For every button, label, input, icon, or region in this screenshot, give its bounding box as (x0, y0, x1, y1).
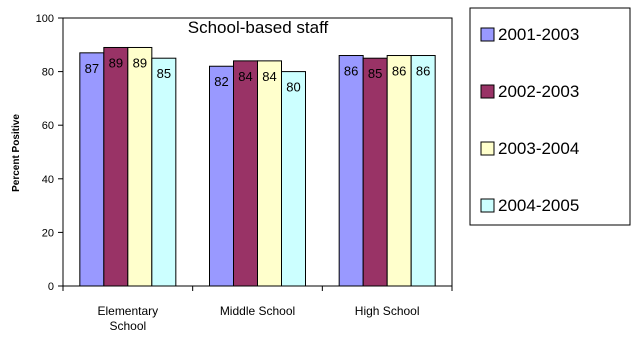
legend-box (469, 7, 631, 226)
bar (386, 55, 412, 287)
data-label: 89 (133, 55, 147, 70)
bar (79, 52, 105, 287)
bar (151, 57, 177, 287)
y-axis: 0 20 40 60 80 100 (36, 13, 63, 293)
data-label: 86 (416, 64, 430, 79)
data-label: 85 (368, 66, 382, 81)
legend-swatch (480, 198, 495, 213)
chart-title: School-based staff (188, 18, 329, 37)
bar (410, 55, 436, 287)
y-tick-label: 0 (48, 281, 54, 293)
x-axis: Elementary School Middle School High School (62, 286, 453, 333)
legend-swatch (480, 27, 495, 42)
y-axis-label: Percent Positive (11, 114, 22, 192)
legend: 2001-2003 2002-2003 2003-2004 2004-2005 (469, 7, 631, 226)
data-label: 87 (85, 61, 99, 76)
bar (338, 55, 364, 287)
y-tick-label: 80 (42, 67, 54, 79)
data-label: 86 (392, 64, 406, 79)
bar (257, 60, 282, 287)
legend-label: 2003-2004 (498, 139, 579, 158)
x-tick-label: Elementary School (97, 304, 158, 333)
x-tick-label: Middle School (220, 304, 295, 318)
bar (127, 46, 153, 287)
bar (233, 60, 258, 287)
y-tick-label: 20 (42, 227, 54, 239)
bars (79, 46, 436, 287)
legend-label: 2002-2003 (498, 82, 579, 101)
y-tick-label: 40 (42, 174, 54, 186)
bar (362, 57, 388, 287)
data-label: 89 (109, 55, 123, 70)
data-label: 85 (157, 66, 171, 81)
data-label: 84 (238, 69, 252, 84)
data-label: 80 (286, 80, 300, 95)
data-label: 82 (214, 74, 228, 89)
data-label: 84 (262, 69, 276, 84)
x-tick-label: High School (355, 304, 420, 318)
bar (103, 46, 129, 287)
y-tick-label: 60 (42, 120, 54, 132)
data-labels: 87 89 89 85 82 84 84 80 86 85 86 86 (85, 55, 431, 94)
y-tick-label: 100 (36, 13, 54, 25)
bar (209, 65, 234, 287)
legend-swatch (480, 141, 495, 156)
bar (281, 71, 306, 287)
data-label: 86 (344, 64, 358, 79)
legend-label: 2004-2005 (498, 196, 579, 215)
legend-label: 2001-2003 (498, 25, 579, 44)
legend-swatch (480, 84, 495, 99)
